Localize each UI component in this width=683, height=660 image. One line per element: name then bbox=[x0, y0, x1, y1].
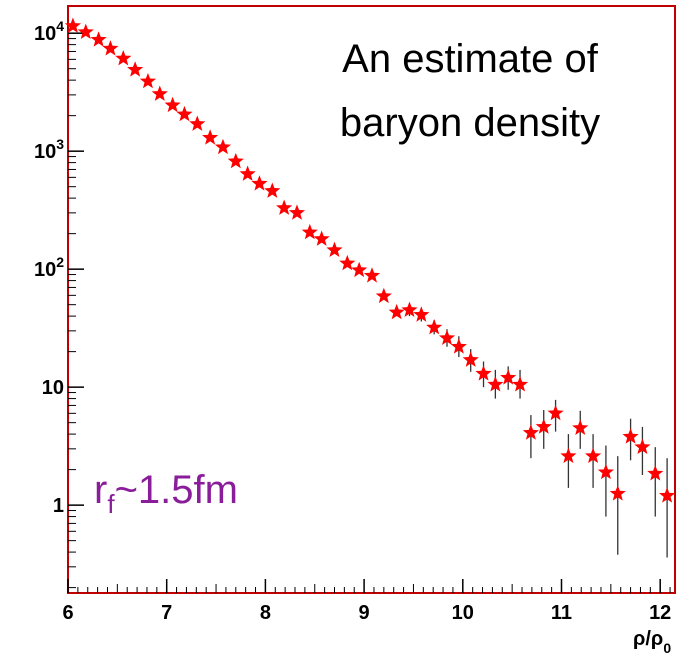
x-axis-label-sub: 0 bbox=[663, 640, 671, 656]
data-point-star bbox=[276, 199, 293, 215]
radius-label-rest: ~1.5fm bbox=[115, 468, 238, 512]
data-point-star bbox=[622, 428, 639, 444]
x-tick-label: 8 bbox=[260, 602, 271, 624]
data-point-star bbox=[547, 404, 564, 421]
data-point-star bbox=[450, 338, 467, 354]
y-tick-label: 1 bbox=[53, 495, 64, 517]
x-tick-label: 9 bbox=[359, 602, 370, 624]
data-point-star bbox=[102, 40, 119, 56]
axes: 6 7 8 9 10 11 12 1 10 102 103 104 bbox=[34, 18, 671, 624]
radius-label-sub: f bbox=[107, 489, 115, 519]
x-tick-label: 6 bbox=[62, 602, 73, 624]
data-point-star bbox=[609, 485, 626, 501]
data-point-star bbox=[475, 365, 492, 381]
data-point-star bbox=[339, 254, 356, 271]
y-tick-label: 102 bbox=[34, 254, 64, 281]
x-tick-label: 12 bbox=[649, 602, 671, 624]
data-point-star bbox=[301, 223, 318, 240]
data-point-star bbox=[351, 261, 368, 278]
data-point-star bbox=[634, 438, 651, 455]
data-point-star bbox=[239, 165, 256, 181]
x-tick-label: 10 bbox=[452, 602, 474, 624]
data-point-star bbox=[597, 463, 614, 480]
data-point-star bbox=[90, 31, 107, 47]
x-axis-label: ρ/ρ0 bbox=[633, 628, 671, 656]
data-point-star bbox=[647, 465, 664, 481]
data-point-star bbox=[64, 17, 82, 33]
data-point-star bbox=[115, 50, 132, 66]
radius-label-main: r bbox=[94, 468, 107, 512]
data-point-star bbox=[572, 419, 589, 435]
data-point-star bbox=[388, 303, 405, 320]
data-point-star bbox=[313, 230, 330, 246]
data-point-star bbox=[535, 418, 552, 434]
y-tick-label: 104 bbox=[34, 18, 64, 45]
annotation-line-1: An estimate of bbox=[342, 37, 599, 81]
data-point-star bbox=[326, 241, 343, 257]
data-point-star bbox=[77, 23, 94, 40]
data-point-star bbox=[176, 105, 193, 122]
annotation-line-2: baryon density bbox=[340, 101, 600, 145]
data-point-star bbox=[522, 424, 539, 440]
data-point-star bbox=[127, 61, 144, 77]
x-tick-label: 7 bbox=[161, 602, 172, 624]
data-point-star bbox=[363, 267, 381, 283]
data-markers bbox=[64, 17, 676, 503]
data-point-star bbox=[251, 175, 268, 191]
data-point-star bbox=[375, 287, 392, 304]
data-point-star bbox=[227, 152, 244, 169]
data-point-star bbox=[164, 96, 181, 113]
data-point-star bbox=[511, 376, 529, 392]
data-point-star bbox=[202, 129, 219, 145]
data-point-star bbox=[500, 369, 517, 385]
data-point-star bbox=[214, 138, 232, 155]
data-point-star bbox=[401, 301, 418, 317]
data-point-star bbox=[413, 306, 430, 322]
data-point-star bbox=[487, 376, 504, 392]
x-tick-label: 11 bbox=[551, 602, 572, 624]
radius-label: rf~1.5fm bbox=[94, 468, 238, 519]
data-point-star bbox=[462, 351, 479, 367]
data-point-star bbox=[288, 204, 306, 220]
data-point-star bbox=[264, 182, 281, 198]
x-axis-label-main: ρ/ρ bbox=[633, 628, 663, 650]
data-point-star bbox=[438, 329, 456, 346]
data-point-star bbox=[560, 447, 577, 464]
data-point-star bbox=[139, 72, 157, 89]
data-point-star bbox=[151, 85, 168, 101]
data-point-star bbox=[189, 115, 206, 131]
y-tick-label: 103 bbox=[34, 136, 64, 163]
y-tick-label: 10 bbox=[42, 377, 64, 399]
data-point-star bbox=[585, 447, 602, 464]
data-point-star bbox=[659, 487, 676, 503]
data-point-star bbox=[426, 319, 443, 335]
